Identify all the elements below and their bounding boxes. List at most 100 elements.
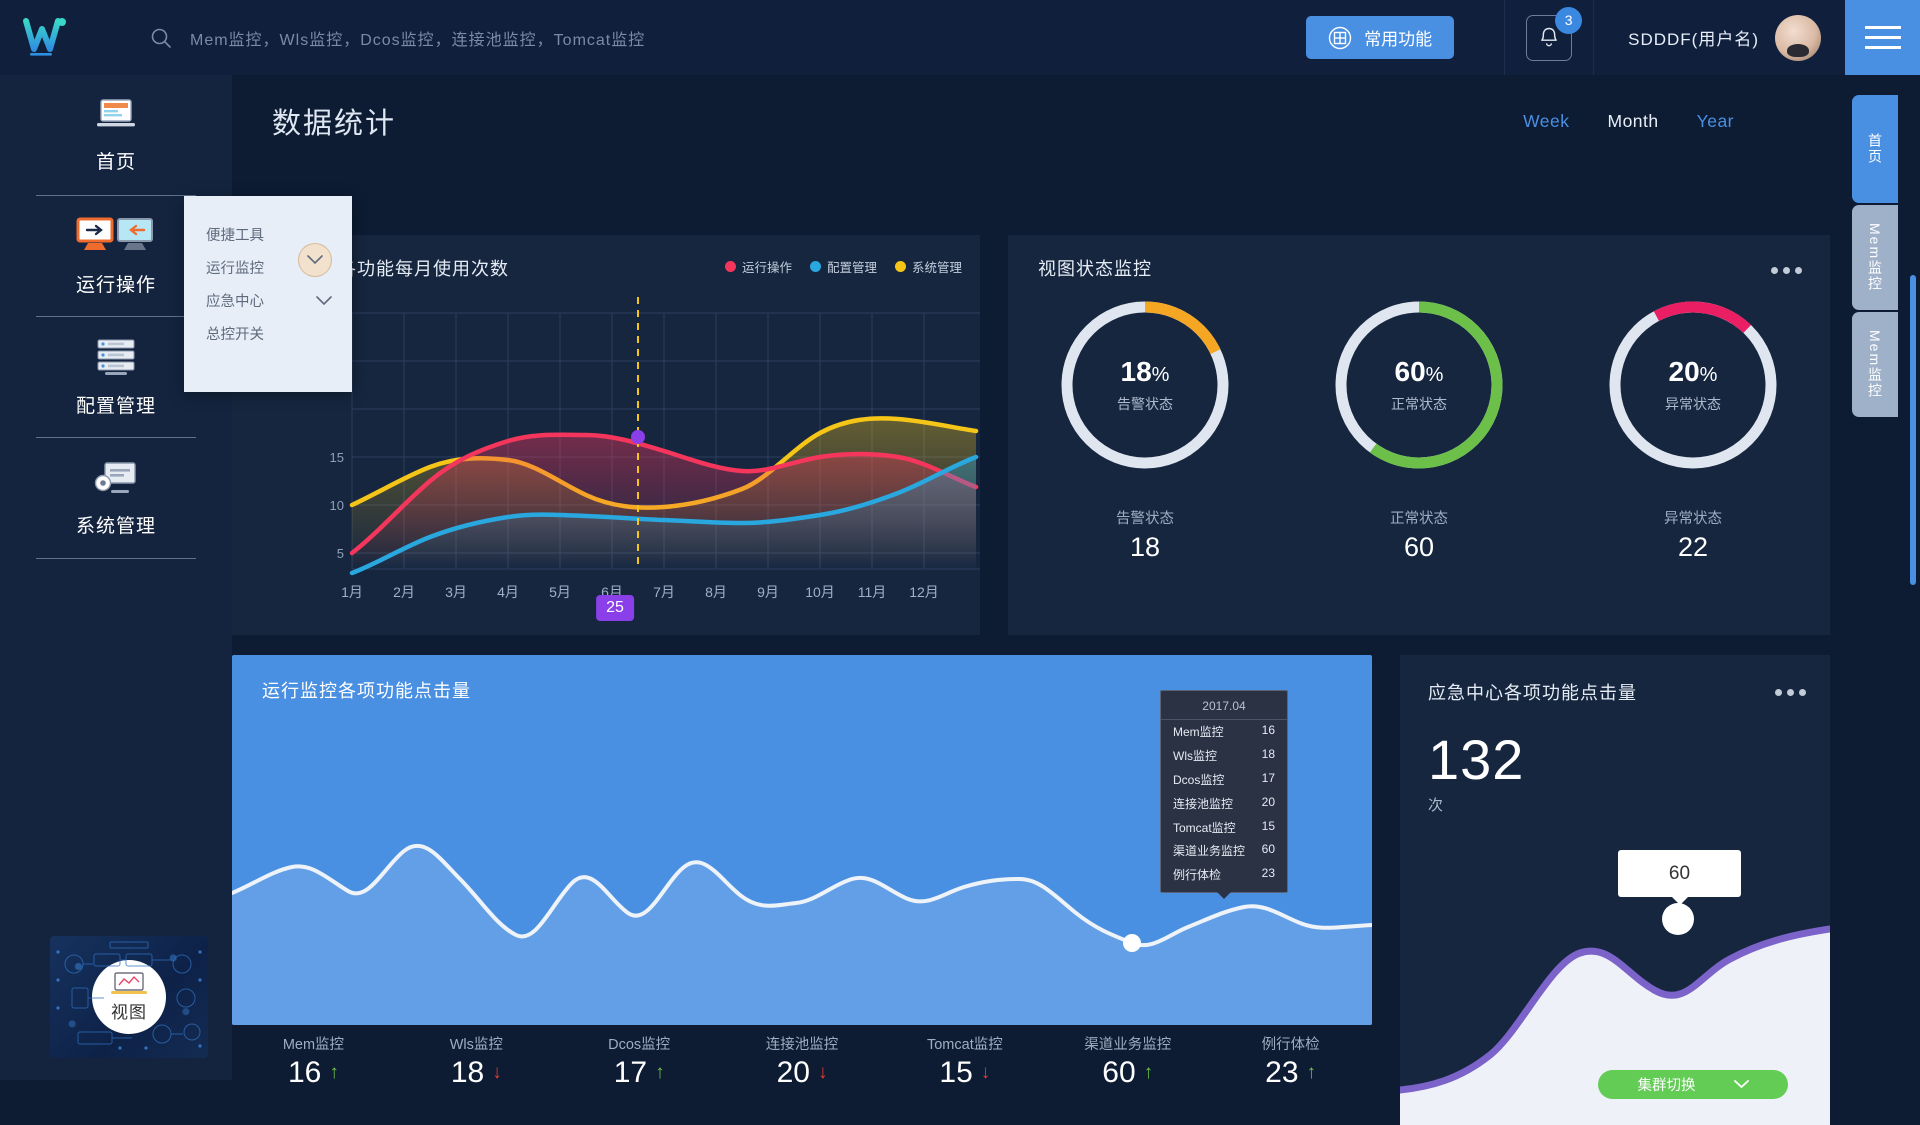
stat-pool: 连接池监控 20 ↓ (721, 1033, 884, 1090)
purple-chart-knob[interactable] (1662, 903, 1694, 935)
stat-channel-label: 渠道业务监控 (1084, 1037, 1172, 1053)
chevron-down-icon (316, 295, 332, 305)
dropdown-item-run-monitor[interactable]: 运行监控 (184, 242, 352, 284)
rail-tab-home-label: 首页 (1867, 133, 1883, 165)
donut-footer-abnormal: 异常状态 22 (1556, 507, 1830, 563)
legend-item-config[interactable]: 配置管理 (809, 257, 877, 276)
tooltip-row-label: 例行体检 (1173, 868, 1222, 883)
legend-item-system[interactable]: 系统管理 (894, 257, 962, 276)
rail-tab-mem-1[interactable]: Mem监控 (1852, 205, 1898, 310)
laptop-icon (97, 98, 135, 126)
svg-text:10: 10 (330, 498, 344, 513)
donut-footer-normal-label: 正常状态 (1390, 511, 1448, 527)
blue-card-title: 运行监控各项功能点击量 (262, 681, 471, 701)
donut-footer-abnormal-value: 22 (1677, 532, 1709, 562)
dropdown-item-tools[interactable]: 便捷工具 (184, 218, 352, 251)
donut-chart-warning (1061, 301, 1229, 469)
stat-tomcat: Tomcat监控 15 ↓ (883, 1033, 1046, 1090)
search-input[interactable]: Mem监控，Wls监控，Dcos监控，连接池监控，Tomcat监控 (190, 31, 646, 49)
header-right-group: 常用功能 3 SDDDF(用户名) (1306, 0, 1920, 75)
donut-footer-warning-label: 告警状态 (1116, 511, 1174, 527)
view-widget-badge: 视图 (92, 960, 166, 1034)
sidebar-item-operations[interactable]: 运行操作 (0, 196, 232, 316)
donut-footer-warning-value: 18 (1129, 532, 1161, 562)
stat-checkup: 例行体检 23 ↑ (1209, 1033, 1372, 1090)
mouse-cursor-highlight (298, 242, 332, 277)
trend-down-icon: ↓ (492, 1062, 502, 1083)
dropdown-item-master-switch[interactable]: 总控开关 (184, 317, 352, 350)
network-diagram-icon (56, 941, 202, 1050)
tooltip-row-value: 16 (1261, 723, 1275, 738)
stat-dcos-value: 17 (613, 1056, 648, 1089)
donut-card-more-button[interactable] (1771, 267, 1802, 274)
right-rail: 首页 Mem监控 Mem监控 (1830, 75, 1920, 1080)
legend-dot-yellow (894, 261, 906, 272)
user-name-label: SDDDF(用户名) (1628, 30, 1759, 49)
svg-text:11月: 11月 (858, 584, 887, 600)
blue-area-chart (232, 843, 1372, 1025)
common-functions-label: 常用功能 (1364, 30, 1433, 49)
purple-chart-tooltip: 60 (1618, 850, 1741, 905)
cluster-switch-button[interactable]: 集群切换 (1598, 1070, 1788, 1099)
legend-label-system: 系统管理 (911, 261, 962, 275)
more-dots-icon (1771, 267, 1778, 274)
dropdown-item-master-switch-label: 总控开关 (206, 327, 264, 343)
w-logo-icon (23, 17, 66, 56)
legend-item-operations[interactable]: 运行操作 (724, 257, 792, 276)
svg-text:1月: 1月 (341, 584, 363, 600)
usage-line-chart-card: 近一年内各功能每月使用次数 运行操作 配置管理 系统管理 (232, 235, 980, 635)
menu-toggle-button[interactable] (1845, 0, 1920, 75)
svg-text:15: 15 (330, 450, 344, 465)
legend-label-config: 配置管理 (826, 261, 877, 275)
sidebar-item-operations-label: 运行操作 (75, 274, 156, 296)
range-tab-month[interactable]: Month (1607, 111, 1659, 131)
rail-tab-home[interactable]: 首页 (1852, 95, 1898, 203)
tooltip-row-value: 15 (1261, 818, 1275, 833)
tooltip-row-value: 20 (1261, 794, 1275, 809)
sidebar-item-config-label: 配置管理 (75, 395, 156, 417)
page-scrollbar[interactable] (1910, 275, 1916, 585)
stat-mem-value: 16 (287, 1056, 322, 1089)
tooltip-row-label: Tomcat监控 (1173, 820, 1236, 835)
trend-down-icon: ↓ (980, 1062, 991, 1083)
range-tab-year[interactable]: Year (1696, 111, 1734, 131)
stat-checkup-value: 23 (1265, 1056, 1299, 1089)
operations-dropdown-menu[interactable]: 便捷工具 运行监控 应急中心 总控开关 (184, 196, 352, 392)
sidebar-item-system[interactable]: 系统管理 (0, 438, 232, 558)
stat-dcos-label: Dcos监控 (608, 1037, 671, 1053)
search-icon (151, 28, 171, 48)
svg-text:3月: 3月 (445, 584, 467, 600)
user-menu[interactable]: SDDDF(用户名) (1594, 14, 1845, 61)
donut-footer-row: 告警状态 18 正常状态 60 异常状态 22 (1008, 507, 1830, 563)
tooltip-row-label: Dcos监控 (1173, 772, 1225, 787)
sidebar-item-config[interactable]: 配置管理 (0, 317, 232, 437)
tooltip-row: Tomcat监控 15 (1161, 815, 1287, 839)
tooltip-row-value: 17 (1261, 770, 1275, 785)
rail-tab-mem-2[interactable]: Mem监控 (1852, 312, 1898, 417)
view-widget[interactable]: 视图 (50, 936, 208, 1058)
monitor-gear-icon (94, 461, 136, 493)
svg-text:4月: 4月 (497, 584, 519, 600)
stat-pool-label: 连接池监控 (765, 1037, 839, 1053)
app-logo[interactable] (0, 0, 90, 75)
dropdown-item-emergency[interactable]: 应急中心 (184, 284, 352, 317)
stat-mem-label: Mem监控 (282, 1037, 345, 1053)
notifications-button[interactable]: 3 (1504, 0, 1595, 75)
purple-card-more-button[interactable] (1775, 689, 1806, 696)
sidebar-item-home[interactable]: 首页 (0, 75, 232, 195)
common-functions-button[interactable]: 常用功能 (1306, 16, 1455, 59)
avatar[interactable] (1775, 14, 1821, 61)
stat-dcos: Dcos监控 17 ↑ (558, 1033, 721, 1090)
view-status-card: 视图状态监控 18% 告警状态 (1008, 235, 1830, 635)
donut-abnormal: 20% 异常状态 (1556, 295, 1830, 475)
donut-abnormal-percent: 20% (1668, 356, 1718, 387)
two-monitors-icon (76, 217, 153, 250)
donut-warning-percent: 18% (1120, 356, 1170, 387)
range-tab-week[interactable]: Week (1523, 111, 1570, 131)
sidebar-item-home-label: 首页 (95, 151, 136, 173)
stat-wls-label: Wls监控 (449, 1037, 503, 1053)
search-bar[interactable]: Mem监控，Wls监控，Dcos监控，连接池监控，Tomcat监控 (150, 26, 645, 50)
tooltip-row-label: Mem监控 (1173, 725, 1224, 740)
cluster-switch-label: 集群切换 (1637, 1078, 1696, 1094)
tooltip-arrow (1217, 892, 1231, 900)
